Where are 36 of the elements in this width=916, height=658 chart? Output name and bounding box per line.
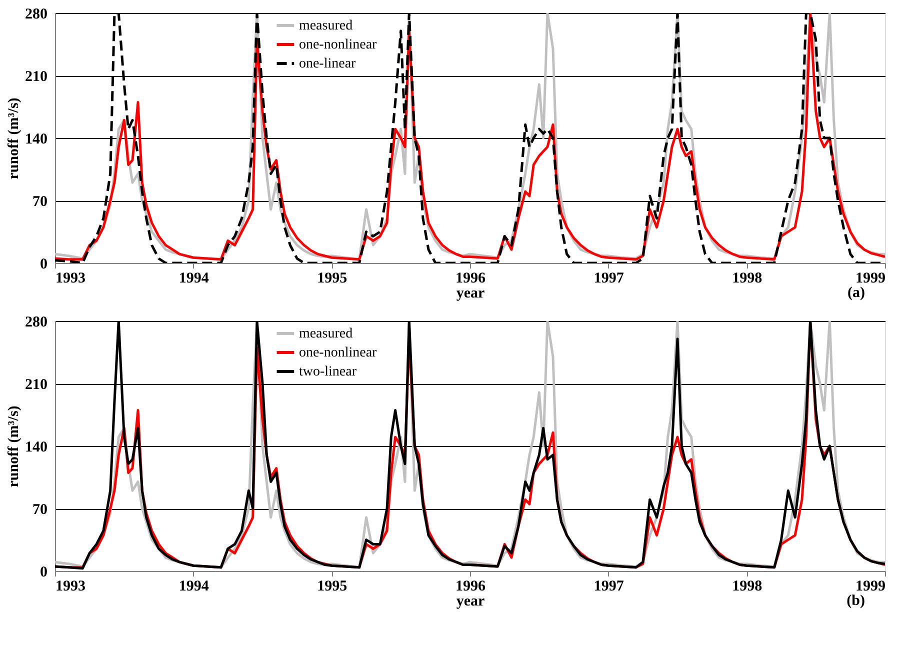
- x-tick-label: 1995: [317, 270, 348, 286]
- legend-label: one-linear: [298, 56, 356, 72]
- x-tick-label: 1996: [456, 270, 486, 286]
- text: (a): [848, 285, 865, 301]
- x-tick-label: 1993: [56, 270, 86, 286]
- x-axis-title: year: [456, 286, 485, 302]
- y-tick-label: 210: [25, 69, 48, 85]
- x-tick-label: 1994: [178, 270, 210, 286]
- legend-label: one-nonlinear: [298, 346, 378, 360]
- x-tick-label: 1999: [856, 578, 886, 594]
- x-tick-label: 1998: [732, 270, 762, 286]
- y-tick-label: 280: [25, 314, 48, 330]
- text: (b): [846, 593, 865, 609]
- x-tick-label: 1997: [594, 270, 624, 286]
- x-axis-title: year: [456, 594, 485, 610]
- x-tick-label: 1994: [178, 578, 210, 594]
- legend-label: measured: [298, 18, 353, 34]
- x-tick-label: 1996: [456, 578, 486, 594]
- x-tick-label: 1997: [594, 578, 624, 594]
- y-tick-label: 280: [25, 6, 48, 22]
- x-tick-label: 1998: [732, 578, 762, 594]
- legend-label: one-nonlinear: [298, 38, 378, 52]
- x-tick-label: 1999: [856, 270, 886, 286]
- y-axis-title: runoff (m³/s): [6, 98, 22, 180]
- y-tick-label: 140: [25, 440, 48, 456]
- y-tick-label: 0: [40, 256, 48, 272]
- y-tick-label: 70: [32, 194, 48, 210]
- x-tick-label: 1993: [56, 578, 86, 594]
- y-tick-label: 140: [25, 132, 48, 148]
- legend-label: two-linear: [298, 364, 357, 380]
- y-tick-label: 0: [40, 564, 48, 580]
- y-axis-title: runoff (m³/s): [6, 406, 22, 488]
- legend-label: measured: [298, 326, 353, 342]
- x-tick-label: 1995: [317, 578, 348, 594]
- y-tick-label: 210: [25, 377, 48, 393]
- y-tick-label: 70: [32, 502, 48, 518]
